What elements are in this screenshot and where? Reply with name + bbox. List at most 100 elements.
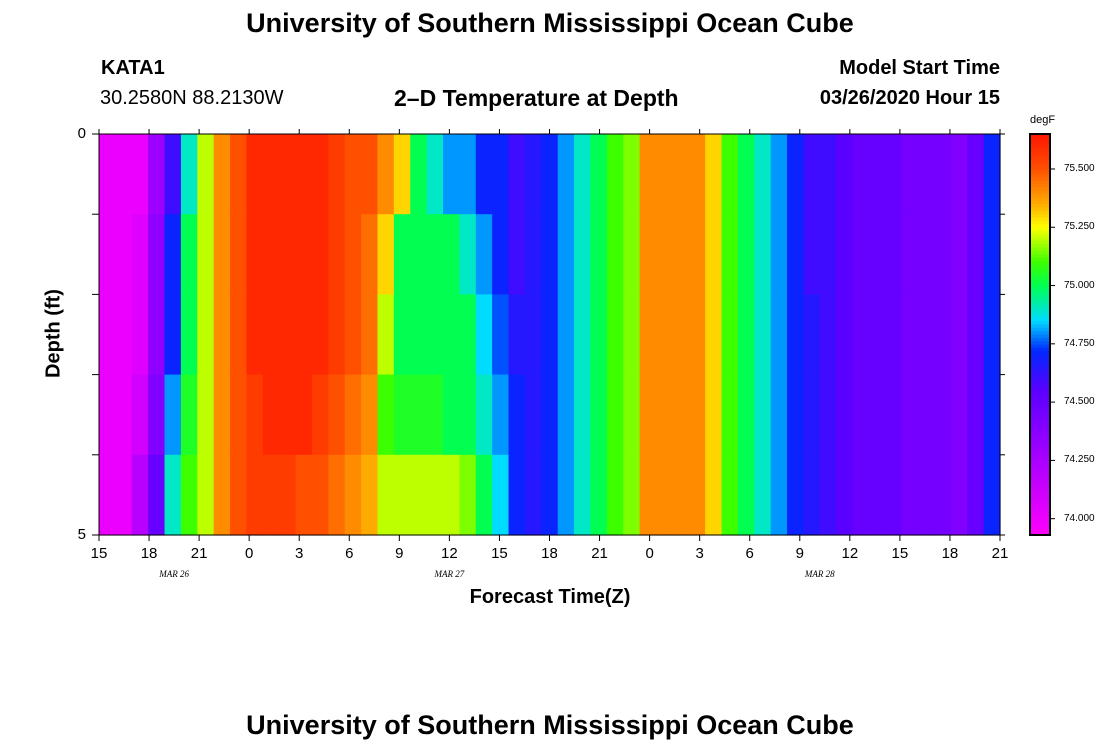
heatmap-cell [983, 454, 1001, 536]
heatmap-cell [524, 454, 542, 536]
colorbar-segment [1030, 381, 1050, 386]
heatmap-cell [803, 454, 821, 536]
colorbar-segment [1030, 424, 1050, 429]
colorbar-segment [1030, 458, 1050, 463]
colorbar-segment [1030, 461, 1050, 466]
heatmap-cell [655, 294, 673, 376]
colorbar-segment [1030, 267, 1050, 272]
heatmap-cell [934, 134, 952, 215]
heatmap-cell [918, 214, 936, 295]
heatmap-cell [770, 214, 788, 295]
date-label: MAR 26 [159, 569, 189, 579]
heatmap-cell [492, 134, 510, 215]
heatmap-cell [524, 374, 542, 456]
heatmap-cell [541, 374, 559, 456]
heatmap-cell [836, 454, 854, 536]
heatmap-cell [524, 294, 542, 376]
heatmap-cell [754, 134, 772, 215]
heatmap-cell [115, 134, 133, 215]
colorbar-tick-label: 74.750 [1064, 337, 1095, 349]
heatmap-cell [721, 134, 739, 215]
heatmap-cell [541, 454, 559, 536]
heatmap-cell [868, 374, 886, 456]
model-start-label: Model Start Time [839, 57, 1000, 79]
colorbar-segment [1030, 354, 1050, 359]
x-axis-ticks [98, 129, 1001, 541]
colorbar-tick-label: 74.250 [1064, 454, 1095, 466]
heatmap-cell [180, 294, 198, 376]
colorbar-segment [1030, 394, 1050, 399]
heatmap-cell [737, 294, 755, 376]
heatmap-cell [557, 134, 575, 215]
colorbar-segment [1030, 301, 1050, 306]
colorbar-segment [1030, 531, 1050, 536]
heatmap-cells [99, 134, 1001, 536]
heatmap-cell [492, 454, 510, 536]
heatmap-cell [557, 374, 575, 456]
x-tick-label: 0 [645, 545, 654, 562]
heatmap-cell [705, 134, 723, 215]
heatmap-cell [99, 454, 116, 536]
colorbar-segment [1030, 150, 1050, 155]
heatmap-cell [311, 454, 329, 536]
heatmap-cell [655, 214, 673, 295]
heatmap-cell [115, 374, 133, 456]
heatmap-cell [950, 214, 968, 295]
heatmap-cell [164, 134, 182, 215]
colorbar-segment [1030, 474, 1050, 479]
heatmap-cell [131, 214, 149, 295]
heatmap-cell [524, 134, 542, 215]
heatmap-cell [311, 374, 329, 456]
heatmap-cell [885, 294, 903, 376]
heatmap-cell [590, 374, 608, 456]
colorbar-tick-label: 75.000 [1064, 279, 1095, 291]
colorbar-segment [1030, 260, 1050, 265]
colorbar-segment [1030, 494, 1050, 499]
heatmap-cell [393, 134, 411, 215]
x-axis-label: Forecast Time(Z) [469, 586, 631, 608]
heatmap-cell [541, 214, 559, 295]
colorbar-segment [1030, 220, 1050, 225]
heatmap-cell [279, 294, 297, 376]
heatmap-cell [393, 454, 411, 536]
heatmap-cell [672, 214, 690, 295]
heatmap-cell [819, 294, 837, 376]
colorbar-segment [1030, 411, 1050, 416]
colorbar-frame [1029, 133, 1051, 536]
heatmap-cell [344, 134, 362, 215]
heatmap-cell [180, 214, 198, 295]
colorbar-segment [1030, 518, 1050, 523]
heatmap-cell [803, 374, 821, 456]
colorbar-segment [1030, 291, 1050, 295]
heatmap-cell [361, 134, 379, 215]
colorbar-segment [1030, 297, 1050, 302]
colorbar-segment [1030, 491, 1050, 496]
heatmap-cell [623, 294, 641, 376]
heatmap-cell [623, 214, 641, 295]
heatmap-cell [131, 134, 149, 215]
heatmap-cell [393, 294, 411, 376]
heatmap-cell [885, 214, 903, 295]
heatmap-cell [197, 214, 215, 295]
heatmap-cell [230, 214, 248, 295]
colorbar-segment [1030, 190, 1050, 195]
heatmap-cell [983, 214, 1001, 295]
heatmap-cell [574, 214, 592, 295]
x-tick-label: 9 [395, 545, 404, 562]
heatmap-cell [279, 374, 297, 456]
heatmap-cell [148, 454, 166, 536]
heatmap-cell [803, 214, 821, 295]
colorbar-segment [1030, 524, 1050, 529]
heatmap-cell [115, 294, 133, 376]
colorbar-segment [1030, 391, 1050, 396]
heatmap-cell [230, 294, 248, 376]
heatmap-cell [262, 294, 280, 376]
x-tick-label: 6 [345, 545, 354, 562]
heatmap-cell [590, 134, 608, 215]
heatmap-cell [688, 374, 706, 456]
heatmap-cell [819, 454, 837, 536]
heatmap-cell [410, 134, 428, 215]
heatmap-cell [541, 294, 559, 376]
colorbar-segment [1030, 234, 1050, 239]
colorbar-segment [1030, 227, 1050, 232]
